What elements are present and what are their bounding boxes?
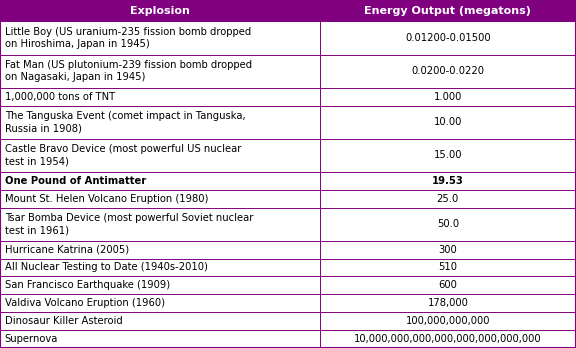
Bar [0, 105, 576, 139]
Bar [0, 312, 576, 330]
Text: 100,000,000,000: 100,000,000,000 [406, 316, 490, 326]
Bar [0, 276, 576, 294]
Text: Supernova: Supernova [5, 334, 58, 344]
Text: One Pound of Antimatter: One Pound of Antimatter [5, 176, 146, 186]
Text: 600: 600 [438, 280, 457, 290]
Text: 1,000,000 tons of TNT: 1,000,000 tons of TNT [5, 92, 115, 102]
Text: 50.0: 50.0 [437, 219, 459, 229]
Text: The Tanguska Event (comet impact in Tanguska,
Russia in 1908): The Tanguska Event (comet impact in Tang… [5, 111, 245, 133]
Text: Mount St. Helen Volcano Eruption (1980): Mount St. Helen Volcano Eruption (1980) [5, 193, 208, 204]
Text: Little Boy (US uranium-235 fission bomb dropped
on Hiroshima, Japan in 1945): Little Boy (US uranium-235 fission bomb … [5, 27, 251, 49]
Text: Hurricane Katrina (2005): Hurricane Katrina (2005) [5, 245, 128, 255]
Bar [0, 190, 576, 207]
Bar [0, 139, 576, 172]
Text: 0.0200-0.0220: 0.0200-0.0220 [411, 66, 484, 76]
Text: All Nuclear Testing to Date (1940s-2010): All Nuclear Testing to Date (1940s-2010) [5, 262, 207, 272]
Bar [0, 55, 576, 88]
Bar [0, 330, 576, 348]
Text: 300: 300 [438, 245, 457, 255]
Bar [0, 22, 576, 55]
Text: Fat Man (US plutonium-239 fission bomb dropped
on Nagasaki, Japan in 1945): Fat Man (US plutonium-239 fission bomb d… [5, 60, 252, 82]
Text: San Francisco Earthquake (1909): San Francisco Earthquake (1909) [5, 280, 170, 290]
Bar [0, 172, 576, 190]
Text: 10,000,000,000,000,000,000,000,000: 10,000,000,000,000,000,000,000,000 [354, 334, 541, 344]
Bar [0, 241, 576, 259]
Text: 10.00: 10.00 [434, 117, 462, 127]
Text: 15.00: 15.00 [434, 150, 462, 160]
Text: 1.000: 1.000 [434, 92, 462, 102]
Text: 510: 510 [438, 262, 457, 272]
Bar [0, 0, 576, 22]
Text: 19.53: 19.53 [432, 176, 464, 186]
Text: 25.0: 25.0 [437, 193, 459, 204]
Text: Dinosaur Killer Asteroid: Dinosaur Killer Asteroid [5, 316, 122, 326]
Text: 178,000: 178,000 [427, 298, 468, 308]
Bar [0, 88, 576, 105]
Text: Explosion: Explosion [130, 6, 190, 16]
Text: Valdiva Volcano Eruption (1960): Valdiva Volcano Eruption (1960) [5, 298, 165, 308]
Bar [0, 207, 576, 241]
Text: Castle Bravo Device (most powerful US nuclear
test in 1954): Castle Bravo Device (most powerful US nu… [5, 144, 241, 166]
Bar [0, 259, 576, 276]
Text: 0.01200-0.01500: 0.01200-0.01500 [405, 33, 491, 43]
Text: Energy Output (megatons): Energy Output (megatons) [365, 6, 531, 16]
Bar [0, 294, 576, 312]
Text: Tsar Bomba Device (most powerful Soviet nuclear
test in 1961): Tsar Bomba Device (most powerful Soviet … [5, 213, 253, 235]
